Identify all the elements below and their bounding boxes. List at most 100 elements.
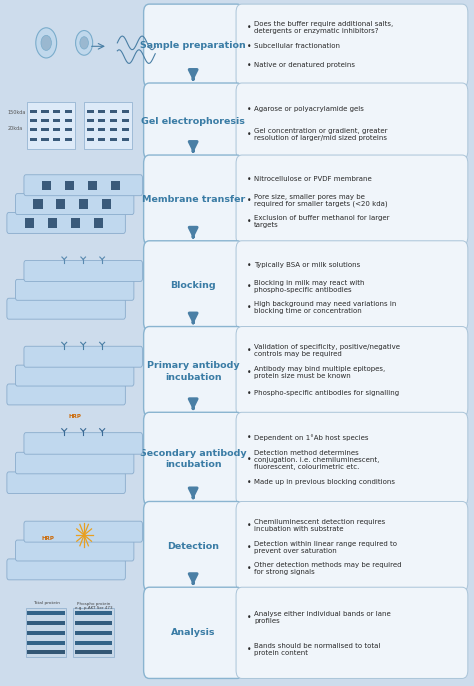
Text: Membrane transfer: Membrane transfer: [142, 196, 245, 204]
Text: Gel concentration or gradient, greater
resolution of larger/mid sized proteins: Gel concentration or gradient, greater r…: [254, 128, 388, 141]
Text: •: •: [247, 282, 252, 291]
Text: •: •: [247, 646, 252, 654]
Text: Other detection methods may be required
for strong signals: Other detection methods may be required …: [254, 562, 401, 575]
Text: •: •: [247, 105, 252, 114]
FancyBboxPatch shape: [65, 180, 74, 190]
Text: Bands should be normalised to total
protein content: Bands should be normalised to total prot…: [254, 643, 381, 657]
Text: Exclusion of buffer methanol for larger
targets: Exclusion of buffer methanol for larger …: [254, 215, 390, 228]
FancyBboxPatch shape: [16, 365, 134, 386]
Text: •: •: [247, 261, 252, 270]
Text: •: •: [247, 217, 252, 226]
FancyBboxPatch shape: [110, 128, 117, 131]
FancyBboxPatch shape: [29, 138, 36, 141]
Text: HRP: HRP: [42, 536, 55, 541]
Circle shape: [41, 35, 52, 51]
Text: Chemiluminescent detection requires
incubation with substrate: Chemiluminescent detection requires incu…: [254, 519, 385, 532]
FancyBboxPatch shape: [42, 128, 48, 131]
Text: •: •: [247, 196, 252, 205]
FancyBboxPatch shape: [236, 155, 468, 245]
Text: •: •: [247, 61, 252, 70]
Text: Detection method determines
conjugation. i.e. chemiluminescent,
fluorescent, col: Detection method determines conjugation.…: [254, 449, 380, 470]
Text: Blocking in milk may react with
phospho-specific antibodies: Blocking in milk may react with phospho-…: [254, 280, 365, 293]
FancyBboxPatch shape: [110, 110, 117, 113]
FancyBboxPatch shape: [144, 155, 243, 245]
FancyBboxPatch shape: [48, 218, 57, 228]
FancyBboxPatch shape: [26, 608, 66, 657]
Text: HRP: HRP: [69, 414, 82, 419]
FancyBboxPatch shape: [236, 412, 468, 506]
FancyBboxPatch shape: [88, 180, 97, 190]
Circle shape: [75, 31, 92, 55]
FancyBboxPatch shape: [75, 650, 112, 654]
FancyBboxPatch shape: [29, 119, 36, 122]
FancyBboxPatch shape: [65, 138, 72, 141]
Text: Made up in previous blocking conditions: Made up in previous blocking conditions: [254, 479, 395, 485]
FancyBboxPatch shape: [86, 110, 94, 113]
Text: Sample preparation: Sample preparation: [140, 41, 246, 50]
FancyBboxPatch shape: [65, 110, 72, 113]
FancyBboxPatch shape: [144, 83, 243, 159]
Text: 150kda: 150kda: [7, 110, 26, 115]
FancyBboxPatch shape: [86, 138, 94, 141]
Circle shape: [36, 27, 57, 58]
FancyBboxPatch shape: [27, 102, 75, 149]
FancyBboxPatch shape: [42, 110, 48, 113]
Circle shape: [80, 36, 88, 49]
FancyBboxPatch shape: [236, 327, 468, 416]
Text: •: •: [247, 613, 252, 622]
FancyBboxPatch shape: [24, 261, 142, 281]
FancyBboxPatch shape: [53, 110, 61, 113]
Text: Blocking: Blocking: [170, 281, 216, 290]
Text: •: •: [247, 564, 252, 573]
Text: •: •: [247, 42, 252, 51]
FancyBboxPatch shape: [7, 559, 125, 580]
FancyBboxPatch shape: [144, 412, 243, 506]
FancyBboxPatch shape: [42, 138, 48, 141]
FancyBboxPatch shape: [16, 452, 134, 474]
FancyBboxPatch shape: [144, 587, 243, 678]
FancyBboxPatch shape: [42, 119, 48, 122]
FancyBboxPatch shape: [56, 200, 65, 209]
FancyBboxPatch shape: [236, 4, 468, 87]
FancyBboxPatch shape: [144, 4, 243, 87]
FancyBboxPatch shape: [98, 138, 105, 141]
Text: Secondary antibody
incubation: Secondary antibody incubation: [140, 449, 246, 469]
FancyBboxPatch shape: [144, 501, 243, 591]
FancyBboxPatch shape: [110, 138, 117, 141]
Text: Native or denatured proteins: Native or denatured proteins: [254, 62, 355, 69]
FancyBboxPatch shape: [236, 83, 468, 159]
Text: Antibody may bind multiple epitopes,
protein size must be known: Antibody may bind multiple epitopes, pro…: [254, 366, 385, 379]
FancyBboxPatch shape: [75, 641, 112, 645]
Text: •: •: [247, 23, 252, 32]
Text: Agarose or polyacrylamide gels: Agarose or polyacrylamide gels: [254, 106, 364, 113]
Text: Nitrocellulose or PVDF membrane: Nitrocellulose or PVDF membrane: [254, 176, 372, 182]
FancyBboxPatch shape: [79, 200, 89, 209]
FancyBboxPatch shape: [75, 631, 112, 635]
FancyBboxPatch shape: [53, 119, 61, 122]
FancyBboxPatch shape: [111, 180, 120, 190]
Text: •: •: [247, 303, 252, 312]
Text: •: •: [247, 389, 252, 398]
FancyBboxPatch shape: [27, 611, 65, 615]
FancyBboxPatch shape: [16, 193, 134, 215]
Text: •: •: [247, 455, 252, 464]
FancyBboxPatch shape: [16, 279, 134, 300]
Text: 20kda: 20kda: [7, 126, 22, 131]
FancyBboxPatch shape: [29, 110, 36, 113]
FancyBboxPatch shape: [122, 119, 129, 122]
Text: Does the buffer require additional salts,
detergents or enzymatic inhibitors?: Does the buffer require additional salts…: [254, 21, 393, 34]
Text: Detection: Detection: [167, 542, 219, 551]
FancyBboxPatch shape: [27, 621, 65, 625]
FancyBboxPatch shape: [122, 128, 129, 131]
FancyBboxPatch shape: [236, 241, 468, 331]
FancyBboxPatch shape: [144, 241, 243, 331]
FancyBboxPatch shape: [84, 102, 131, 149]
FancyBboxPatch shape: [24, 433, 142, 454]
FancyBboxPatch shape: [27, 641, 65, 645]
FancyBboxPatch shape: [71, 218, 80, 228]
Text: •: •: [247, 521, 252, 530]
FancyBboxPatch shape: [24, 346, 142, 367]
FancyBboxPatch shape: [29, 128, 36, 131]
FancyBboxPatch shape: [86, 119, 94, 122]
FancyBboxPatch shape: [33, 200, 43, 209]
